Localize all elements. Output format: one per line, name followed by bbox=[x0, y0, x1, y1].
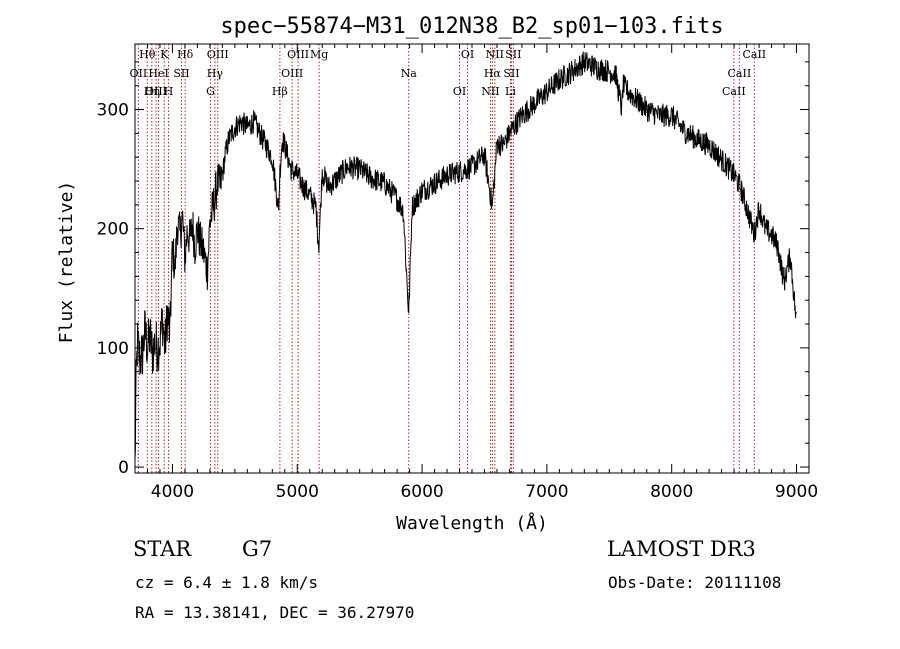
spectrum-series-line bbox=[134, 51, 797, 459]
redshift-velocity: cz = 6.4 ± 1.8 km/s bbox=[135, 573, 319, 592]
spectral-line-label: OI bbox=[461, 48, 474, 61]
x-axis-label: Wavelength (Å) bbox=[396, 512, 548, 534]
x-axis-ticks: 4000 5000 6000 7000 8000 9000 bbox=[134, 44, 818, 502]
spectral-line-label: SII bbox=[505, 48, 521, 61]
y-axis-label: Flux (relative) bbox=[56, 181, 77, 344]
spectral-line-label: HeI bbox=[148, 67, 168, 80]
spectral-line-label: Li bbox=[505, 85, 516, 98]
spectral-line-label: Hδ bbox=[177, 48, 194, 61]
spectral-line-label: CaII bbox=[728, 67, 752, 80]
x-tick-label: 4000 bbox=[151, 482, 194, 502]
x-tick-label: 9000 bbox=[775, 482, 818, 502]
plot-frame bbox=[134, 43, 810, 474]
chart-title: spec−55874−M31_012N38_B2_sp01−103.fits bbox=[220, 14, 723, 39]
spectral-line-label: OIII bbox=[281, 67, 303, 80]
y-tick-label: 100 bbox=[97, 339, 129, 359]
spectral-line-label: Hα bbox=[484, 67, 502, 80]
spectral-line-label: OIII bbox=[207, 48, 229, 61]
spectral-line-label: OII bbox=[130, 67, 148, 80]
ra-dec-coordinates: RA = 13.38141, DEC = 36.27970 bbox=[135, 603, 415, 622]
spectral-line-label: SII bbox=[503, 67, 519, 80]
spectral-line-label: Hβ bbox=[272, 85, 288, 98]
spectral-line-label: CaII bbox=[722, 85, 746, 98]
survey-name: LAMOST DR3 bbox=[607, 537, 756, 561]
spectral-line-label: Hη bbox=[144, 85, 160, 98]
x-tick-label: 6000 bbox=[400, 482, 443, 502]
spectral-line-label: NII bbox=[481, 85, 499, 98]
observation-date: Obs-Date: 20111108 bbox=[608, 573, 782, 592]
object-class: STAR bbox=[133, 537, 192, 561]
spectral-line-labels: HθOIIOIIIKHeIHηHδSIIHOIIIHγGOIIIOIIIHβMg… bbox=[130, 48, 767, 98]
spectral-line-label: Mg bbox=[310, 48, 328, 61]
spectral-line-label: OIII bbox=[145, 85, 167, 98]
spectral-line-markers bbox=[137, 44, 755, 473]
spectral-line-label: CaII bbox=[742, 48, 766, 61]
object-subclass: G7 bbox=[242, 537, 273, 561]
x-tick-label: 7000 bbox=[525, 482, 568, 502]
spectral-line-label: OIII bbox=[287, 48, 309, 61]
spectral-line-label: SII bbox=[173, 67, 189, 80]
y-tick-label: 300 bbox=[97, 101, 129, 121]
spectral-line-label: OI bbox=[453, 85, 466, 98]
y-axis-ticks: 0 100 200 300 bbox=[97, 61, 809, 478]
x-tick-label: 8000 bbox=[650, 482, 693, 502]
spectral-line-label: Hθ bbox=[139, 48, 156, 61]
spectral-line-label: K bbox=[160, 48, 169, 61]
y-tick-label: 200 bbox=[97, 220, 129, 240]
spectral-line-label: G bbox=[206, 85, 215, 98]
y-tick-label: 0 bbox=[118, 458, 129, 478]
spectral-line-label: H bbox=[164, 85, 174, 98]
spectral-line-label: NII bbox=[486, 48, 504, 61]
x-tick-label: 5000 bbox=[276, 482, 319, 502]
spectral-line-label: Na bbox=[401, 67, 418, 80]
spectral-line-label: Hγ bbox=[207, 67, 224, 80]
